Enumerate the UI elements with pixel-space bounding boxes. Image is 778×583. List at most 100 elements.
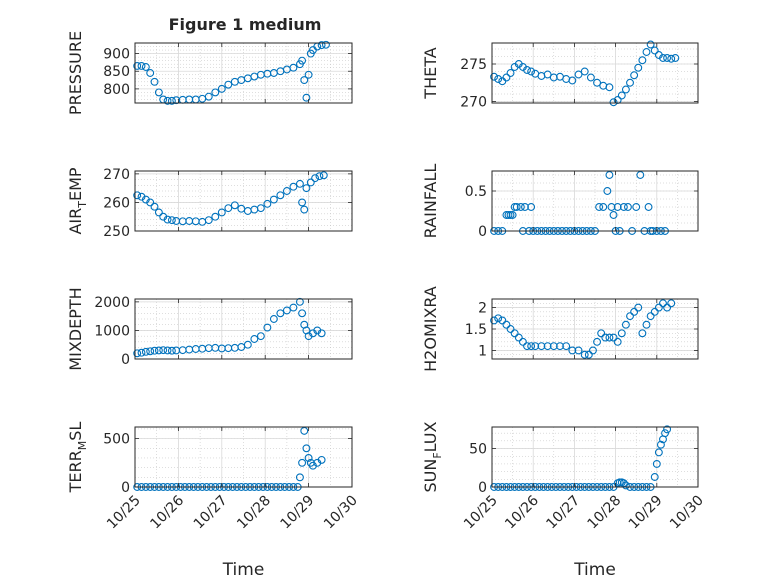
data-point xyxy=(516,203,525,211)
data-point xyxy=(593,337,602,346)
subplot-7: 0 500 10/25 10/26 10/27 10/28 10/29 10/30 TERRMS… xyxy=(66,422,361,580)
subplot-8: 0 50 10/25 10/26 10/27 10/28 10/29 10/30 SUNFLUX… xyxy=(421,421,707,580)
data-point xyxy=(146,69,155,77)
y-tick-label: 1000 xyxy=(94,323,130,339)
data-point xyxy=(150,346,159,355)
data-point xyxy=(506,211,515,219)
data-point xyxy=(289,63,298,72)
y-axis-label: SUNFLUX xyxy=(421,421,444,492)
data-point xyxy=(584,350,593,359)
data-point xyxy=(224,80,233,89)
data-point xyxy=(659,54,667,62)
data-point xyxy=(494,314,503,323)
data-point xyxy=(574,70,583,79)
data-point xyxy=(295,179,304,188)
data-point xyxy=(300,205,309,214)
data-point xyxy=(615,478,624,487)
data-point xyxy=(619,203,628,211)
data-point xyxy=(146,198,155,207)
axes-frame xyxy=(491,42,699,104)
data-point xyxy=(302,184,311,193)
y-tick-label: 270 xyxy=(103,167,130,183)
data-point xyxy=(298,198,307,207)
data-point xyxy=(302,444,311,453)
data-point xyxy=(256,204,265,213)
data-point xyxy=(217,84,226,93)
data-series xyxy=(133,171,328,226)
data-point xyxy=(506,69,515,77)
data-point xyxy=(133,349,142,358)
data-point xyxy=(317,329,326,338)
data-point xyxy=(282,306,291,315)
y-tick-label: 50 xyxy=(469,442,487,458)
data-point xyxy=(317,455,326,464)
data-point xyxy=(504,211,513,219)
data-point xyxy=(211,212,220,221)
data-point xyxy=(556,342,564,351)
data-point xyxy=(644,203,653,211)
data-point xyxy=(667,54,676,63)
data-point xyxy=(632,203,641,211)
data-point xyxy=(269,315,278,323)
data-point xyxy=(650,307,659,316)
data-point xyxy=(263,199,272,208)
data-point xyxy=(250,335,259,343)
data-point xyxy=(527,203,536,211)
y-tick-label: 0 xyxy=(121,352,130,368)
data-point xyxy=(605,171,614,179)
data-point xyxy=(167,96,176,105)
data-point xyxy=(617,91,626,100)
data-point xyxy=(494,75,503,83)
data-point xyxy=(141,63,150,71)
data-point xyxy=(506,325,515,333)
data-point xyxy=(523,342,531,351)
data-point xyxy=(599,203,608,211)
data-point xyxy=(510,329,519,338)
data-point xyxy=(617,329,626,338)
x-tick-label: 10/26 xyxy=(147,492,187,532)
axes-frame xyxy=(134,170,353,232)
data-point xyxy=(634,303,643,312)
x-tick-label: 10/30 xyxy=(321,493,361,533)
data-point xyxy=(306,178,315,187)
y-tick-label: 2 xyxy=(478,301,487,317)
y-axis-label: RAINFALL xyxy=(421,164,440,239)
data-point xyxy=(204,92,213,101)
x-tick-label: 10/28 xyxy=(585,493,625,533)
data-point xyxy=(298,309,307,318)
data-point xyxy=(167,216,176,225)
data-point xyxy=(319,171,328,180)
data-point xyxy=(498,316,507,325)
data-point xyxy=(580,67,589,76)
data-point xyxy=(609,98,618,107)
data-point xyxy=(502,320,511,329)
data-point xyxy=(634,63,643,72)
data-point xyxy=(663,303,672,312)
y-axis-label: THETA xyxy=(421,47,440,99)
y-tick-label: 275 xyxy=(460,57,487,73)
data-point xyxy=(621,85,630,94)
y-tick-label: 850 xyxy=(103,64,130,80)
data-point xyxy=(317,41,326,50)
data-point xyxy=(295,297,304,306)
data-point xyxy=(269,195,278,204)
data-point xyxy=(490,316,499,325)
data-point xyxy=(650,46,659,55)
y-tick-label: 270 xyxy=(460,95,487,111)
data-point xyxy=(276,309,285,318)
y-tick-label: 800 xyxy=(103,82,130,98)
data-point xyxy=(537,342,546,351)
data-point xyxy=(167,346,176,355)
data-point xyxy=(298,56,307,65)
data-point xyxy=(137,348,146,357)
y-tick-label: 2000 xyxy=(94,295,130,311)
data-point xyxy=(605,83,614,92)
data-point xyxy=(531,342,540,351)
x-tick-label: 10/29 xyxy=(626,493,666,533)
data-point xyxy=(315,172,324,181)
x-tick-label: 10/25 xyxy=(104,493,144,533)
data-point xyxy=(593,78,602,87)
y-axis-label: MIXDEPTH xyxy=(66,287,85,370)
